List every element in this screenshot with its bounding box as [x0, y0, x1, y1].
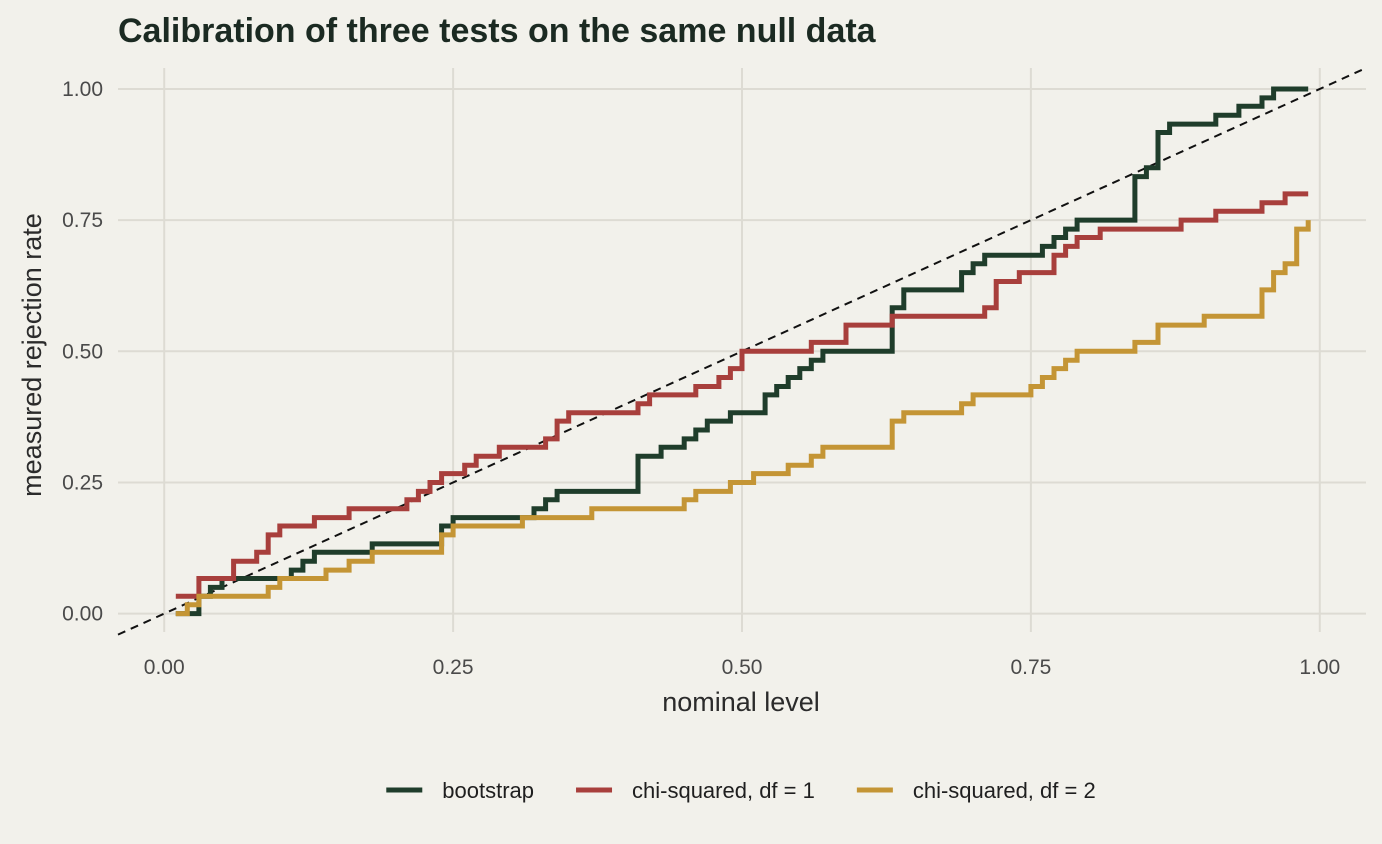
series-lines	[175, 86, 1311, 617]
x-tick-label: 0.75	[1010, 656, 1051, 679]
tick-labels: 0.00 0.25 0.50 0.75 1.00 0.00 0.25 0.50 0.75 1.00	[62, 78, 1340, 679]
legend-item: chi-squared, df = 1	[576, 778, 815, 803]
series-line-chi-squared-df-1	[175, 191, 1309, 599]
series-line-chi-squared-df-2	[175, 220, 1311, 617]
legend-item: chi-squared, df = 2	[856, 778, 1096, 803]
legend-label: bootstrap	[442, 778, 534, 803]
y-tick-label: 0.50	[62, 340, 103, 363]
legend-label: chi-squared, df = 2	[913, 778, 1096, 803]
chart-title: Calibration of three tests on the same n…	[118, 12, 877, 50]
x-tick-label: 1.00	[1299, 656, 1340, 679]
x-tick-label: 0.50	[722, 656, 763, 679]
reference-line-group	[117, 67, 1367, 636]
legend-item: bootstrap	[386, 778, 534, 803]
legend-label: chi-squared, df = 1	[632, 778, 815, 803]
x-axis-title: nominal level	[662, 687, 820, 717]
y-tick-label: 0.00	[62, 603, 103, 626]
series-line-bootstrap	[175, 86, 1309, 617]
y-axis-title: measured rejection rate	[17, 213, 47, 497]
y-tick-label: 0.25	[62, 471, 103, 494]
y-tick-label: 1.00	[62, 78, 103, 101]
x-tick-label: 0.25	[433, 656, 474, 679]
legend: bootstrap chi-squared, df = 1 chi-squared,…	[386, 778, 1096, 803]
x-tick-label: 0.00	[144, 656, 185, 679]
y-tick-label: 0.75	[62, 209, 103, 232]
reference-line	[117, 67, 1367, 636]
